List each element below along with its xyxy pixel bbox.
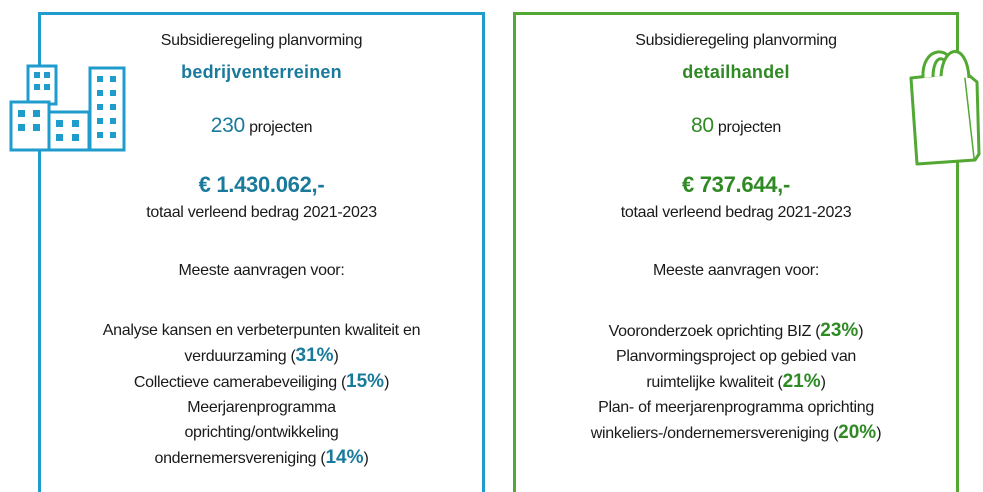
item-share: 31%	[295, 345, 334, 366]
subject-text: detailhandel	[682, 62, 790, 82]
count-row: 230 projecten	[41, 114, 482, 138]
amount: € 1.430.062,-	[41, 172, 482, 198]
heading-text: Subsidieregeling planvorming	[635, 32, 837, 49]
amount-text: € 737.644,-	[681, 172, 790, 197]
count-unit: projecten	[717, 119, 782, 136]
item-list: Vooronderzoek oprichting BIZ (23%) Planvo…	[536, 318, 936, 446]
card: Subsidieregeling planvorming bedrijventer…	[38, 12, 485, 492]
amount-text: € 1.430.062,-	[198, 172, 325, 197]
item-list: Analyse kansen en verbeterpunten kwalite…	[61, 318, 462, 471]
item-close: )	[876, 425, 882, 442]
count: 230	[210, 114, 245, 137]
amount: € 737.644,-	[516, 172, 956, 198]
list-title: Meeste aanvragen voor:	[41, 262, 482, 280]
list-item: Vooronderzoek oprichting BIZ (23%)	[566, 318, 906, 344]
count-row: 80 projecten	[516, 114, 956, 138]
item-text: Meerjarenprogramma oprichting/ontwikkeli…	[154, 399, 339, 467]
subject: detailhandel	[516, 62, 956, 83]
card: Subsidieregeling planvorming detailhandel…	[513, 12, 959, 492]
subject-text: bedrijventerreinen	[181, 62, 342, 82]
shopping-bag-icon	[909, 50, 981, 166]
item-text: Analyse kansen en verbeterpunten kwalite…	[102, 322, 421, 365]
heading: Subsidieregeling planvorming	[516, 32, 956, 50]
count: 80	[690, 114, 714, 137]
list-item: Meerjarenprogramma oprichting/ontwikkeli…	[112, 395, 412, 471]
heading: Subsidieregeling planvorming	[41, 32, 482, 50]
item-close: )	[858, 323, 864, 340]
item-share: 15%	[346, 371, 385, 392]
list-title: Meeste aanvragen voor:	[516, 262, 956, 280]
list-item: Planvormingsproject op gebied van ruimte…	[581, 344, 891, 395]
item-share: 21%	[782, 371, 821, 392]
count-unit: projecten	[249, 119, 313, 136]
item-share: 23%	[820, 320, 859, 341]
heading-text: Subsidieregeling planvorming	[160, 32, 363, 49]
amount-label: totaal verleend bedrag 2021-2023	[41, 204, 482, 222]
item-share: 14%	[325, 447, 364, 468]
item-close: )	[333, 348, 339, 365]
item-close: )	[384, 374, 390, 391]
amount-label-text: totaal verleend bedrag 2021-2023	[620, 204, 852, 221]
item-close: )	[363, 450, 369, 467]
list-title-text: Meeste aanvragen voor:	[653, 262, 819, 279]
amount-label-text: totaal verleend bedrag 2021-2023	[146, 204, 377, 221]
item-text: Planvormingsproject op gebied van ruimte…	[615, 348, 857, 391]
list-title-text: Meeste aanvragen voor:	[178, 262, 345, 279]
item-text: Vooronderzoek oprichting BIZ (	[608, 323, 821, 340]
buildings-icon	[9, 64, 126, 152]
list-item: Plan- of meerjarenprogramma oprichting w…	[546, 395, 926, 446]
subject: bedrijventerreinen	[41, 62, 482, 83]
item-close: )	[820, 374, 826, 391]
item-text: Collectieve camerabeveiliging (	[133, 374, 347, 391]
item-share: 20%	[838, 422, 877, 443]
list-item: Analyse kansen en verbeterpunten kwalite…	[102, 318, 422, 369]
amount-label: totaal verleend bedrag 2021-2023	[516, 204, 956, 222]
list-item: Collectieve camerabeveiliging (15%)	[102, 369, 422, 395]
item-text: Plan- of meerjarenprogramma oprichting w…	[590, 399, 874, 442]
